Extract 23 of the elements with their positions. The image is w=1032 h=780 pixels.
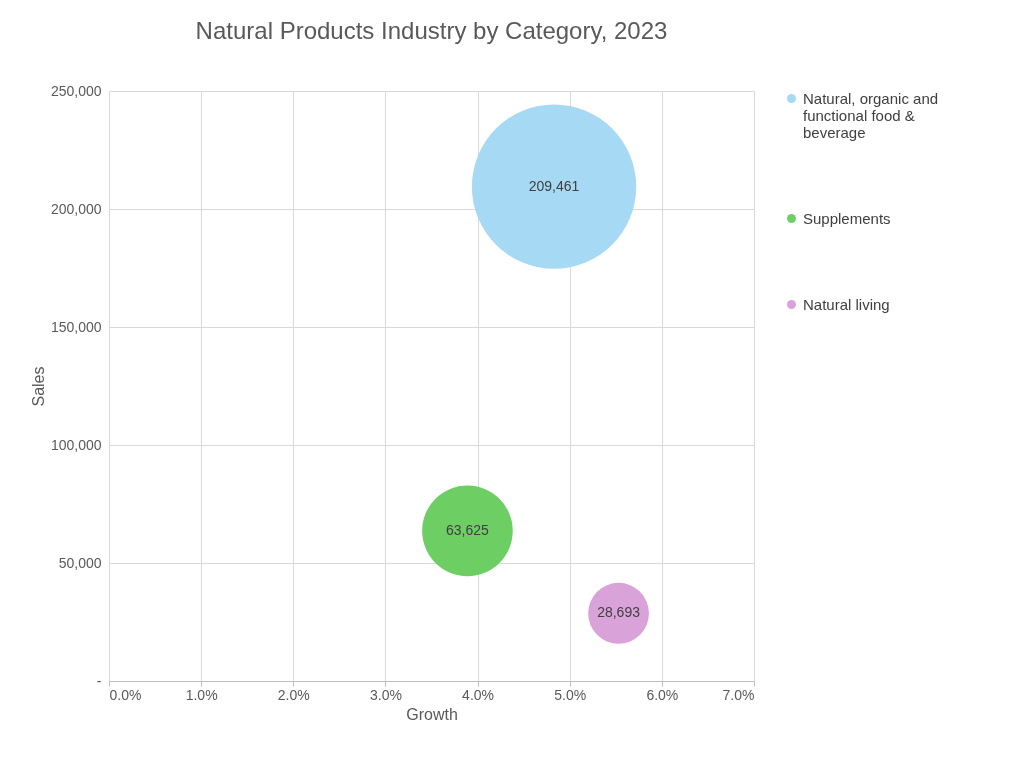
legend-label: Supplements: [803, 209, 891, 227]
x-tick-label: 2.0%: [277, 686, 310, 703]
x-tick-label: 4.0%: [462, 686, 495, 703]
y-axis-title: Sales: [29, 366, 47, 407]
chart-title: Natural Products Industry by Category, 2023: [195, 17, 668, 44]
y-tick-label: 200,000: [50, 200, 102, 217]
y-tick-label: 250,000: [50, 82, 102, 99]
y-tick-label: -: [96, 672, 102, 689]
x-tick-label: 3.0%: [369, 686, 402, 703]
legend-label: Natural living: [803, 295, 890, 313]
x-axis-title: Growth: [406, 705, 458, 723]
legend-label: Natural, organic and functional food & beverage: [803, 89, 939, 141]
x-tick-label: 5.0%: [554, 686, 587, 703]
data-label: 63,625: [446, 521, 490, 538]
data-label: 209,461: [528, 177, 580, 194]
y-tick-label: 50,000: [58, 554, 102, 571]
x-tick-label: 0.0%: [109, 686, 142, 703]
x-tick-label: 6.0%: [646, 686, 679, 703]
x-tick-label: 1.0%: [185, 686, 218, 703]
data-label: 28,693: [597, 604, 641, 621]
y-tick-label: 100,000: [50, 436, 102, 453]
x-tick-label: 7.0%: [722, 686, 755, 703]
y-tick-label: 150,000: [50, 318, 102, 335]
